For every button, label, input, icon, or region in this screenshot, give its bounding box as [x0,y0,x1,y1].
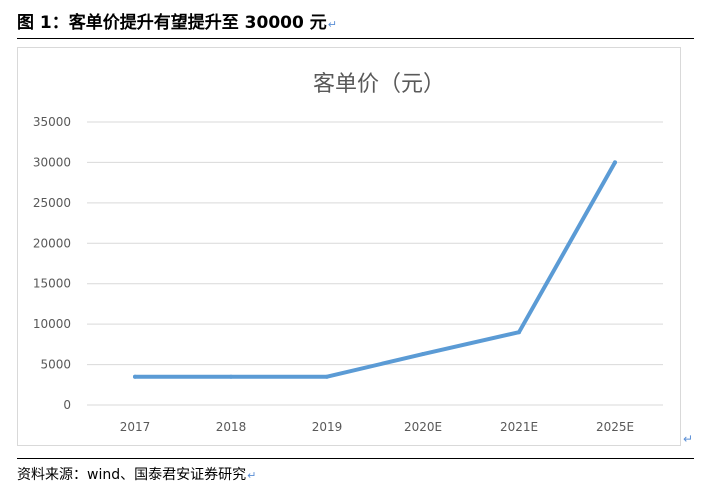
paragraph-mark-icon: ↵ [683,432,694,446]
y-tick-label: 35000 [33,115,71,129]
paragraph-mark-icon: ↵ [327,18,337,31]
x-tick-label: 2021E [500,420,538,434]
x-tick-label: 2019 [312,420,343,434]
source-note: 资料来源：wind、国泰君安证券研究↵ [17,464,256,484]
data-point [613,160,617,165]
y-tick-label: 20000 [33,236,71,250]
data-point [229,374,233,379]
chart-title: 客单价（元） [313,72,445,97]
source-rule [17,458,694,459]
paragraph-mark-icon: ↵ [247,469,257,482]
data-point [517,330,521,335]
series-line [133,160,617,379]
y-tick-label: 30000 [33,155,71,169]
chart-frame: 客单价（元） 0 5000 10000 15000 20000 25000 30000 3500… [17,47,681,446]
x-tick-label: 2017 [120,420,151,434]
data-point [421,352,425,357]
data-point [133,374,137,379]
y-tick-label: 5000 [40,358,71,372]
x-tick-label: 2020E [404,420,442,434]
title-rule [17,38,694,39]
source-text: 资料来源：wind、国泰君安证券研究 [17,467,247,483]
y-tick-label: 10000 [33,317,71,331]
figure-title: 图 1：客单价提升有望提升至 30000 元↵ [17,8,337,33]
y-tick-label: 25000 [33,196,71,210]
x-tick-label: 2018 [216,420,247,434]
y-tick-label: 0 [63,398,71,412]
figure-title-text: 图 1：客单价提升有望提升至 30000 元 [17,13,327,33]
y-tick-label: 15000 [33,277,71,291]
data-point [325,374,329,379]
line-chart: 客单价（元） 0 5000 10000 15000 20000 25000 30000 3500… [33,72,663,434]
x-tick-label: 2025E [596,420,634,434]
